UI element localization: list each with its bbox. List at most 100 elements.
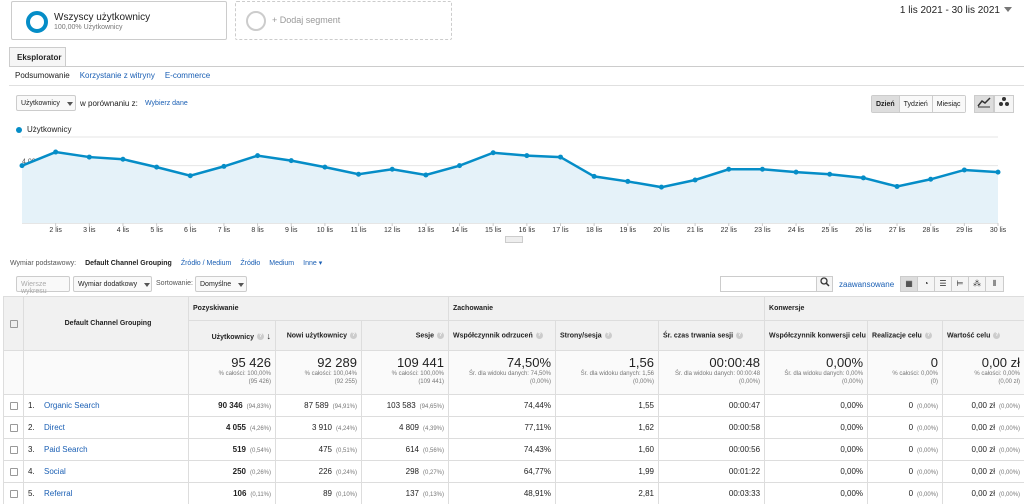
channel-link[interactable]: Social (44, 467, 66, 476)
subtab-ecommerce[interactable]: E-commerce (164, 71, 211, 80)
data-point[interactable] (928, 176, 934, 182)
row-checkbox[interactable] (9, 467, 18, 476)
sort-label: Sortowanie: (156, 280, 193, 287)
search-icon[interactable] (816, 276, 833, 292)
column-header[interactable]: Sesje? (361, 320, 449, 351)
data-point[interactable] (759, 166, 765, 172)
column-header[interactable]: Współczynnik konwersji celu? (764, 320, 869, 351)
row-checkbox[interactable] (9, 423, 18, 432)
data-point[interactable] (490, 150, 496, 156)
pie-view-icon[interactable]: ◔ (918, 277, 935, 291)
data-point[interactable] (187, 173, 193, 179)
data-point[interactable] (423, 172, 429, 178)
data-point[interactable] (288, 158, 294, 164)
add-segment-button[interactable]: + Dodaj segment (235, 1, 452, 40)
metric-select[interactable]: Użytkownicy (16, 95, 76, 111)
column-header[interactable]: Użytkownicy? ↓ (188, 320, 276, 351)
help-icon[interactable]: ? (535, 331, 543, 339)
help-icon[interactable]: ? (256, 333, 264, 341)
help-icon[interactable]: ? (604, 331, 612, 339)
x-tick-label: 10 lis (317, 227, 334, 234)
data-point[interactable] (457, 163, 463, 169)
data-point[interactable] (995, 169, 1001, 175)
dimension-source-medium[interactable]: Źródło / Medium (180, 259, 232, 267)
data-point[interactable] (860, 175, 866, 181)
data-point[interactable] (591, 173, 597, 179)
subtab-site-usage[interactable]: Korzystanie z witryny (79, 71, 155, 80)
data-point[interactable] (625, 178, 631, 184)
row-checkbox[interactable] (9, 489, 18, 498)
chevron-down-icon[interactable] (1004, 7, 1012, 12)
total-value: 0 (930, 355, 939, 370)
term-cloud-view-icon[interactable]: ⦀ (986, 277, 1003, 291)
help-icon[interactable]: ? (924, 331, 932, 339)
performance-view-icon[interactable]: ☰ (935, 277, 952, 291)
data-point[interactable] (255, 153, 261, 159)
sort-desc-icon[interactable]: ↓ (263, 330, 271, 341)
table-search-input[interactable] (720, 276, 817, 292)
data-point[interactable] (356, 171, 362, 177)
grid-view-icon[interactable]: ▦ (901, 277, 918, 291)
data-point[interactable] (86, 154, 92, 160)
metric-value: 00:03:33 (728, 489, 761, 498)
data-point[interactable] (692, 177, 698, 183)
row-checkbox[interactable] (9, 445, 18, 454)
data-point[interactable] (53, 149, 59, 155)
channel-link[interactable]: Referral (44, 489, 73, 498)
data-point[interactable] (827, 171, 833, 177)
data-point[interactable] (221, 163, 227, 169)
choose-metric-link[interactable]: Wybierz dane (145, 100, 188, 107)
row-checkbox[interactable] (9, 401, 18, 410)
column-header[interactable]: Strony/sesja? (555, 320, 659, 351)
dimension-source[interactable]: Źródło (240, 259, 261, 267)
pivot-view-icon[interactable]: ⁂ (969, 277, 986, 291)
dimension-other[interactable]: Inne ▾ (303, 260, 323, 267)
channel-link[interactable]: Paid Search (44, 445, 88, 454)
plot-rows-button[interactable]: Wiersze wykresu (16, 276, 70, 295)
total-cell: 109 441% całości: 100,00% (109 441) (361, 350, 449, 395)
data-point[interactable] (894, 183, 900, 189)
dimension-medium[interactable]: Medium (269, 259, 295, 267)
data-point[interactable] (154, 164, 160, 170)
tab-explorer[interactable]: Eksplorator (9, 47, 66, 66)
data-point[interactable] (322, 164, 328, 170)
segment-all-users[interactable]: Wszyscy użytkownicy 100,00% Użytkownicy (11, 1, 227, 40)
x-tick-label: 20 lis (653, 227, 670, 234)
chart-resize-handle[interactable] (505, 236, 523, 243)
comparison-view-icon[interactable]: ⊨ (952, 277, 969, 291)
data-point[interactable] (120, 156, 126, 162)
column-header[interactable]: Realizacje celu? (867, 320, 944, 351)
advanced-filter-link[interactable]: zaawansowane (839, 280, 895, 289)
channel-link[interactable]: Organic Search (44, 401, 100, 410)
dimension-header[interactable]: Default Channel Grouping (23, 296, 189, 351)
data-point[interactable] (19, 163, 25, 169)
data-point[interactable] (726, 166, 732, 172)
column-header[interactable]: Współczynnik odrzuceń? (448, 320, 556, 351)
period-month-button[interactable]: Miesiąc (932, 96, 965, 112)
help-icon[interactable]: ? (736, 331, 744, 339)
data-point[interactable] (524, 153, 530, 159)
select-all-checkbox[interactable] (9, 319, 18, 328)
data-point[interactable] (389, 166, 395, 172)
help-icon[interactable]: ? (350, 331, 357, 339)
data-point[interactable] (557, 154, 563, 160)
channel-link[interactable]: Direct (44, 423, 65, 432)
motion-chart-icon[interactable] (994, 95, 1014, 113)
column-header[interactable]: Nowi użytkownicy? (275, 320, 362, 351)
column-header[interactable]: Śr. czas trwania sesji? (657, 320, 766, 351)
period-day-button[interactable]: Dzień (872, 96, 900, 112)
line-chart-icon[interactable] (974, 95, 994, 113)
secondary-dimension-select[interactable]: Wymiar dodatkowy (73, 276, 152, 292)
period-week-button[interactable]: Tydzień (899, 96, 933, 112)
date-range-picker[interactable]: 1 lis 2021 - 30 lis 2021 (899, 5, 1000, 16)
data-point[interactable] (793, 169, 799, 175)
data-point[interactable] (961, 167, 967, 173)
x-tick-label: 25 lis (822, 227, 839, 234)
column-header[interactable]: Wartość celu? (942, 320, 1024, 351)
data-point[interactable] (658, 184, 664, 190)
help-icon[interactable]: ? (993, 331, 1001, 339)
help-icon[interactable]: ? (437, 331, 444, 339)
metric-percent: (0,00%) (917, 470, 939, 476)
subtab-summary[interactable]: Podsumowanie (15, 71, 70, 80)
sort-select[interactable]: Domyślne (195, 276, 247, 292)
